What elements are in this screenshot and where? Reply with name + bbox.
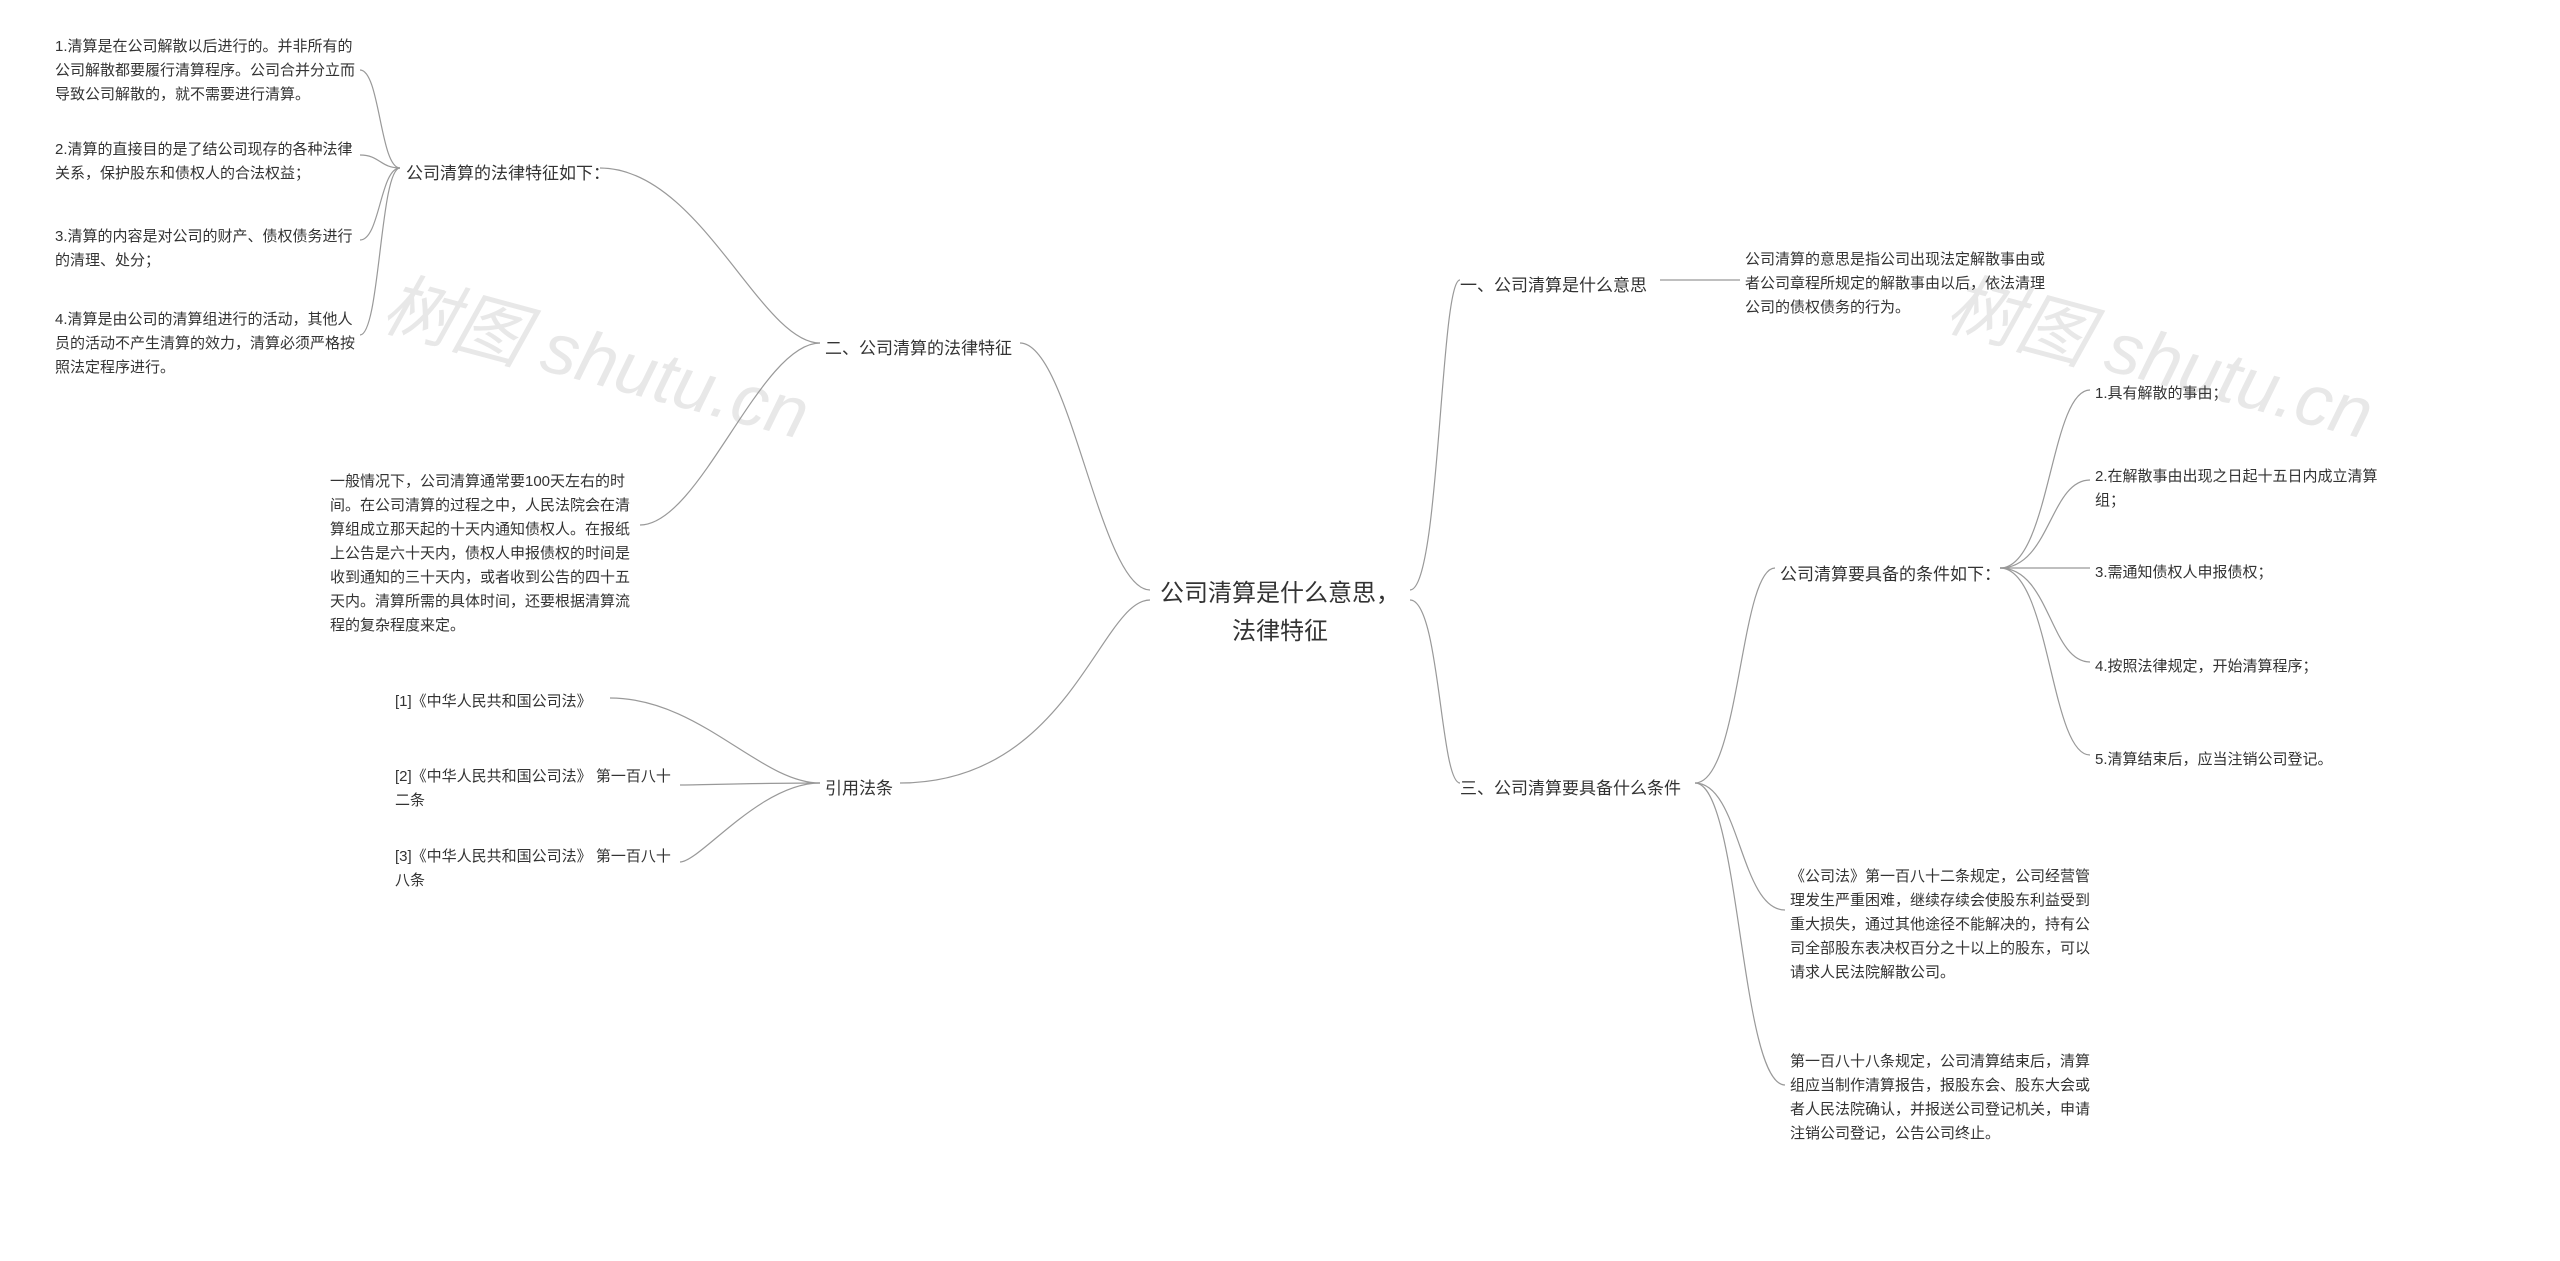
leaf-node: 4.清算是由公司的清算组进行的活动，其他人员的活动不产生清算的效力，清算必须严格… xyxy=(55,308,365,380)
leaf-node: 1.具有解散的事由； xyxy=(2095,382,2228,406)
leaf-node: 5.清算结束后，应当注销公司登记。 xyxy=(2095,748,2333,772)
leaf-node: [1]《中华人民共和国公司法》 xyxy=(395,690,592,714)
branch-node: 一、公司清算是什么意思 xyxy=(1460,272,1647,299)
leaf-node: [2]《中华人民共和国公司法》 第一百八十二条 xyxy=(395,765,685,813)
leaf-node: 《公司法》第一百八十二条规定，公司经营管理发生严重困难，继续存续会使股东利益受到… xyxy=(1790,865,2100,985)
leaf-node: 4.按照法律规定，开始清算程序； xyxy=(2095,655,2318,679)
leaf-node: 第一百八十八条规定，公司清算结束后，清算组应当制作清算报告，报股东会、股东大会或… xyxy=(1790,1050,2100,1146)
center-node: 公司清算是什么意思，法律特征 xyxy=(1150,575,1410,652)
leaf-node: 3.需通知债权人申报债权； xyxy=(2095,561,2273,585)
leaf-node: 2.在解散事由出现之日起十五日内成立清算组； xyxy=(2095,465,2405,513)
mindmap-diagram: 公司清算是什么意思，法律特征 一、公司清算是什么意思 公司清算的意思是指公司出现… xyxy=(0,0,2560,1261)
branch-node: 公司清算要具备的条件如下： xyxy=(1780,561,2001,588)
leaf-node: 3.清算的内容是对公司的财产、债权债务进行的清理、处分； xyxy=(55,225,365,273)
branch-node: 引用法条 xyxy=(825,775,893,802)
branch-node: 公司清算的法律特征如下： xyxy=(406,160,610,187)
leaf-node: 1.清算是在公司解散以后进行的。并非所有的公司解散都要履行清算程序。公司合并分立… xyxy=(55,35,365,107)
leaf-node: [3]《中华人民共和国公司法》 第一百八十八条 xyxy=(395,845,685,893)
leaf-node: 公司清算的意思是指公司出现法定解散事由或者公司章程所规定的解散事由以后，依法清理… xyxy=(1745,248,2055,320)
branch-node: 三、公司清算要具备什么条件 xyxy=(1460,775,1681,802)
branch-node: 二、公司清算的法律特征 xyxy=(825,335,1012,362)
leaf-node: 2.清算的直接目的是了结公司现存的各种法律关系，保护股东和债权人的合法权益； xyxy=(55,138,365,186)
leaf-node: 一般情况下，公司清算通常要100天左右的时间。在公司清算的过程之中，人民法院会在… xyxy=(330,470,640,638)
